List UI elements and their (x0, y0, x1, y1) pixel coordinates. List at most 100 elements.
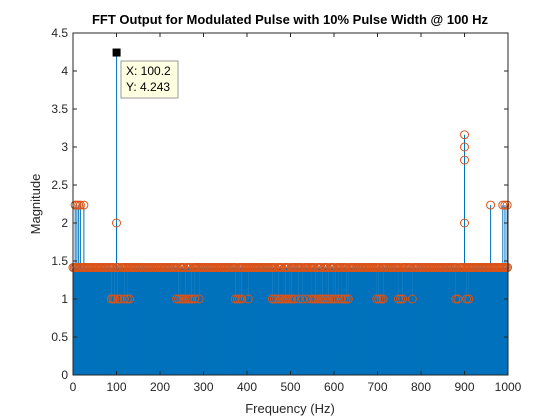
marker-peak (460, 142, 469, 152)
x-tick-label: 600 (324, 380, 344, 394)
marker-unit (336, 294, 346, 304)
stems-layer (72, 52, 509, 375)
marker-unit (378, 294, 388, 304)
marker-unit (343, 294, 353, 304)
markers-layer (68, 130, 513, 304)
datatip-marker (112, 48, 121, 57)
marker-peak (502, 200, 512, 210)
marker-unit (125, 294, 135, 304)
x-tick-label: 200 (150, 380, 170, 394)
marker-unit (276, 294, 286, 304)
marker (316, 263, 326, 273)
marker-unit (372, 294, 382, 304)
marker-unit (185, 294, 195, 304)
y-tick-label: 1 (61, 292, 68, 306)
marker-unit (178, 294, 188, 304)
marker-unit (289, 294, 299, 304)
marker-unit (398, 294, 408, 304)
marker-unit (174, 294, 184, 304)
y-tick-label: 3.5 (51, 102, 68, 116)
marker-unit (232, 294, 242, 304)
datatip-x-text: X: 100.2 (126, 64, 171, 78)
marker (179, 263, 189, 273)
marker-unit (464, 294, 474, 304)
marker-unit (237, 294, 247, 304)
marker-peak (486, 200, 496, 210)
marker (172, 263, 182, 273)
marker-unit (230, 294, 240, 304)
y-tick-label: 4 (61, 64, 68, 78)
marker-peak (460, 218, 469, 228)
y-tick-label: 0 (61, 368, 68, 382)
marker-unit (243, 294, 253, 304)
y-tick-label: 3 (61, 140, 68, 154)
datatip[interactable]: X: 100.2 Y: 4.243 (112, 48, 179, 99)
marker-unit (326, 294, 336, 304)
marker-unit (396, 294, 406, 304)
marker-unit (180, 294, 190, 304)
marker-unit (407, 294, 417, 304)
marker-peak (498, 200, 508, 210)
datatip-y-text: Y: 4.243 (126, 80, 170, 94)
y-tick-label: 2.5 (51, 178, 68, 192)
y-tick-label: 2 (61, 216, 68, 230)
marker (322, 263, 332, 273)
x-tick-label: 100 (106, 380, 126, 394)
marker-unit (235, 294, 245, 304)
marker-unit (315, 294, 325, 304)
marker-unit (119, 294, 129, 304)
x-tick-label: 900 (454, 380, 474, 394)
y-axis-label: Magnitude (28, 174, 43, 235)
marker-unit (374, 294, 384, 304)
marker-unit (330, 294, 340, 304)
marker-unit (317, 294, 327, 304)
marker-unit (285, 294, 295, 304)
marker-unit (311, 294, 321, 304)
marker-unit (122, 294, 132, 304)
marker-peak (460, 155, 469, 165)
x-tick-label: 0 (70, 380, 77, 394)
marker (309, 263, 319, 273)
marker-peak (500, 200, 510, 210)
marker-unit (462, 294, 472, 304)
x-axis-label: Frequency (Hz) (245, 401, 335, 416)
y-tick-label: 0.5 (51, 330, 68, 344)
marker-unit (280, 294, 290, 304)
marker-unit (393, 294, 403, 304)
ticks-layer: 0 100 200 300 400 500 600 700 800 900 1000 0 0.5 1 1.5… (51, 26, 521, 394)
marker-unit (306, 294, 316, 304)
marker (270, 263, 280, 273)
marker-peak (75, 200, 85, 210)
x-tick-label: 500 (280, 380, 300, 394)
chart-title: FFT Output for Modulated Pulse with 10% … (92, 12, 489, 27)
marker-unit (272, 294, 282, 304)
marker-unit (274, 294, 284, 304)
marker-peak (112, 218, 121, 228)
marker-unit (322, 294, 332, 304)
x-tick-label: 1000 (495, 380, 522, 394)
marker-unit (302, 294, 312, 304)
marker-unit (187, 294, 197, 304)
x-tick-label: 800 (411, 380, 431, 394)
marker-unit (176, 294, 186, 304)
marker-peak (79, 200, 89, 210)
marker-unit (172, 294, 182, 304)
marker-unit (113, 294, 123, 304)
marker-unit (194, 294, 204, 304)
marker-unit (287, 294, 297, 304)
marker-unit (298, 294, 308, 304)
marker (277, 263, 287, 273)
y-tick-label: 1.5 (51, 254, 68, 268)
marker-unit (278, 294, 288, 304)
datatip-box (120, 60, 179, 99)
marker-unit (319, 294, 329, 304)
marker-unit (269, 294, 279, 304)
marker-unit (115, 294, 125, 304)
marker-unit (341, 294, 351, 304)
marker-unit (339, 294, 349, 304)
marker-unit (453, 294, 463, 304)
marker-unit (282, 294, 292, 304)
x-tick-label: 700 (367, 380, 387, 394)
